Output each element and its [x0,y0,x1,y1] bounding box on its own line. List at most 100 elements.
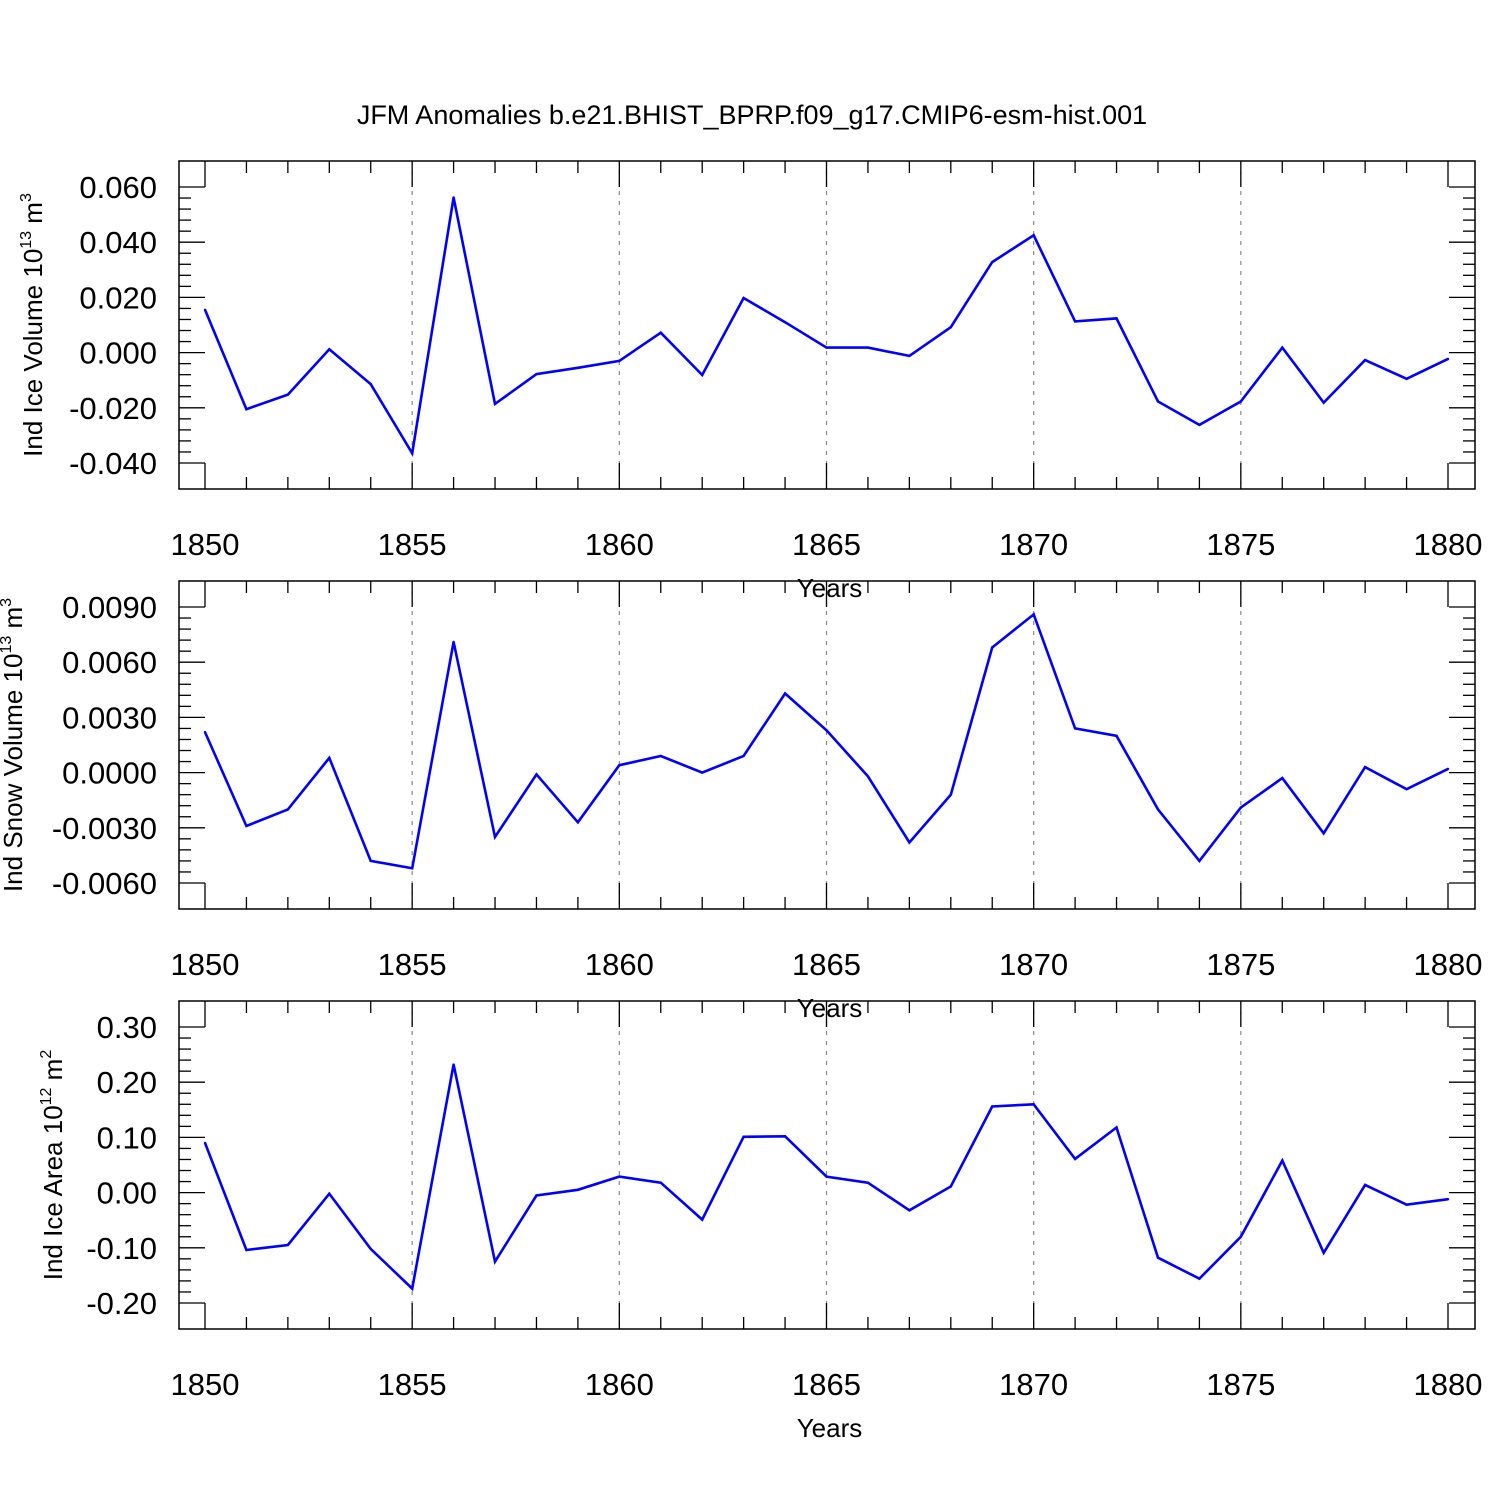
data-point [949,326,952,329]
data-point [452,196,455,199]
y-axis-title-text: Ind Snow Volume 10 [0,654,28,893]
y-axis-title: Ind Ice Volume 1013 m3 [18,193,48,457]
data-point [618,359,621,363]
data-point [576,1188,580,1192]
data-point [203,308,207,312]
data-point [1281,346,1284,349]
data-point [245,1248,248,1252]
data-point [908,354,911,358]
x-tick-label: 1870 [999,947,1068,982]
y-axis-title-superscript: 3 [18,193,35,202]
data-point [701,373,704,377]
data-point [1446,1198,1450,1201]
data-point [452,640,455,644]
data-point [659,331,662,334]
data-point [245,824,248,828]
x-tick-label: 1855 [378,947,447,982]
data-point [949,1185,952,1188]
data-point [369,382,372,386]
x-tick-label: 1865 [792,527,861,562]
y-axis-title-superscript: 2 [38,1050,55,1059]
panel-1: -0.040 -0.020 0.000 0.020 0.040 0.060 1850 1855… [18,160,1482,603]
panels: -0.040 -0.020 0.000 0.020 0.040 0.060 1850 1855… [0,160,1483,1443]
data-point [908,841,911,844]
data-point [535,372,538,376]
data-point [825,346,828,349]
data-point [991,260,994,264]
data-point [493,835,497,839]
data-point [1073,320,1077,323]
data-point [1281,776,1284,780]
data-point [1322,1251,1325,1254]
y-axis-title: Ind Ice Area 1012 m2 [38,1050,68,1281]
x-tick-label: 1880 [1414,947,1483,982]
data-point [618,1175,621,1178]
y-axis-title-superscript: 12 [38,1087,55,1105]
y-tick-label: 0.20 [97,1065,157,1100]
y-tick-label: 0.30 [97,1010,157,1045]
data-point [203,730,207,734]
x-tick-label: 1850 [171,1367,240,1402]
y-tick-label: 0.000 [79,336,157,371]
data-point [1405,1203,1408,1206]
data-point [1115,734,1118,737]
data-point [659,1181,662,1184]
data-point [783,321,787,324]
data-point [493,402,497,406]
y-tick-label: -0.20 [86,1286,157,1321]
x-axis-title: Years [797,993,863,1023]
data-point [245,407,248,411]
data-point [328,348,331,351]
y-axis-title-text: m [38,1059,68,1088]
data-point [328,756,331,760]
x-tick-label: 1870 [999,1367,1068,1402]
x-tick-label: 1865 [792,947,861,982]
y-axis-title-text: Ind Ice Volume 10 [18,249,48,457]
data-point [410,867,414,870]
x-tick-label: 1860 [585,947,654,982]
y-tick-label: -0.10 [86,1231,157,1266]
x-tick-label: 1860 [585,527,654,562]
x-axis-title: Years [797,1413,863,1443]
x-axis-title: Years [797,573,863,603]
data-point [369,1247,372,1251]
data-point [1446,767,1450,771]
y-axis-title-text: m [0,607,28,636]
y-tick-label: 0.0030 [62,700,157,735]
data-point [1032,1103,1035,1106]
data-point [742,296,745,300]
panel-3: -0.20 -0.10 0.00 0.10 0.20 0.30 1850 1855 1860 18… [38,1000,1482,1443]
data-point [1115,317,1118,320]
data-point [1198,1277,1201,1280]
chart-title: JFM Anomalies b.e21.BHIST_BPRP.f09_g17.C… [357,100,1147,130]
data-point [203,1141,207,1145]
data-point [1115,1126,1118,1129]
panel-2: -0.0060 -0.0030 0.0000 0.0030 0.0060 0.0090 18… [0,580,1483,1023]
data-point [1363,358,1367,362]
data-point [1156,400,1160,403]
x-tick-label: 1850 [171,527,240,562]
data-point [742,1135,745,1139]
data-point [1198,859,1201,863]
y-tick-label: 0.020 [79,280,157,315]
data-point [328,1192,331,1195]
y-axis-title-superscript: 3 [0,598,15,607]
data-point [535,1194,538,1197]
data-point [535,773,538,776]
x-tick-label: 1875 [1206,947,1275,982]
data-point [701,771,704,774]
y-tick-label: -0.040 [69,446,157,481]
data-point [493,1260,497,1263]
y-tick-label: 0.00 [97,1176,157,1211]
y-tick-label: 0.040 [79,225,157,260]
data-point [576,821,580,824]
data-point [866,1181,870,1184]
y-tick-label: 0.0060 [62,645,157,680]
data-point [991,646,994,649]
x-tick-label: 1875 [1206,1367,1275,1402]
data-point [1239,1235,1243,1238]
data-point [1363,1183,1367,1187]
data-point [825,729,828,732]
data-point [369,859,372,863]
